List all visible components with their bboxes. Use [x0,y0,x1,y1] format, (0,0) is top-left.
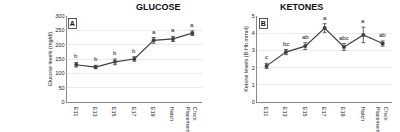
svg-text:100: 100 [55,70,64,76]
svg-text:c: c [265,54,268,60]
svg-text:a: a [190,22,194,28]
svg-text:1: 1 [252,82,255,88]
svg-text:Hatch: Hatch [169,107,175,121]
svg-text:b: b [94,56,98,62]
svg-text:E15: E15 [302,107,308,117]
svg-text:0: 0 [61,99,64,105]
svg-text:abc: abc [339,35,349,41]
svg-text:a: a [171,27,175,33]
svg-text:Glucose levels (mg/dl): Glucose levels (mg/dl) [47,32,53,87]
svg-text:50: 50 [58,85,64,91]
svg-text:2: 2 [252,65,255,71]
svg-text:ChickPlacement: ChickPlacement [185,107,198,132]
svg-text:E13: E13 [282,107,288,117]
svg-text:b: b [113,50,117,56]
svg-text:E15: E15 [111,107,117,117]
svg-text:E17: E17 [321,107,327,117]
svg-text:GLUCOSE: GLUCOSE [136,2,181,12]
svg-text:250: 250 [55,27,64,33]
svg-text:150: 150 [55,56,64,62]
svg-text:E19: E19 [150,107,156,117]
svg-text:ab: ab [379,32,386,38]
svg-text:A: A [70,20,75,27]
svg-text:0: 0 [252,99,255,105]
svg-text:B: B [261,20,266,27]
svg-text:E11: E11 [263,107,269,116]
svg-text:b: b [132,48,136,54]
svg-text:a: a [361,18,365,24]
svg-text:300: 300 [55,13,64,19]
svg-text:E19: E19 [340,107,346,117]
svg-text:a: a [152,29,156,35]
svg-text:Ketone levels (B-Hb mmol): Ketone levels (B-Hb mmol) [243,26,249,92]
svg-text:ChickPlacement: ChickPlacement [375,107,388,132]
svg-text:ab: ab [302,34,309,40]
svg-text:200: 200 [55,42,64,48]
svg-text:KETONES: KETONES [280,2,323,12]
svg-text:5: 5 [252,13,255,19]
svg-text:E11: E11 [73,107,79,116]
svg-text:bc: bc [283,41,289,47]
svg-text:3: 3 [252,47,255,53]
svg-text:E17: E17 [131,107,137,117]
svg-text:a: a [323,15,327,21]
svg-text:b: b [74,53,78,59]
svg-text:4: 4 [252,30,255,36]
svg-text:Hatch: Hatch [360,107,366,121]
svg-text:E13: E13 [92,107,98,117]
